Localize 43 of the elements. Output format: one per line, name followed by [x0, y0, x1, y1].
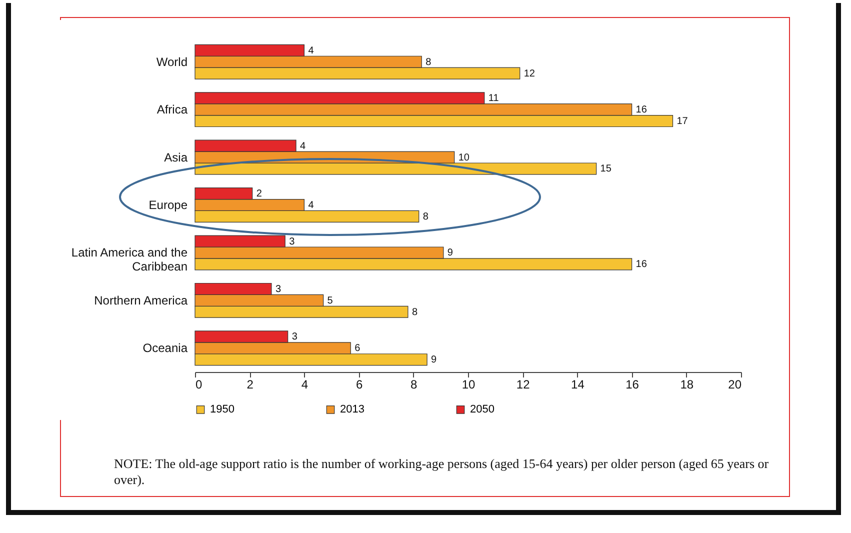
x-tick-label: 6 [356, 378, 363, 392]
legend-label: 1950 [210, 404, 234, 416]
data-label: 9 [447, 248, 454, 259]
y-tick-label: Africa [156, 102, 188, 117]
data-label: 2 [256, 188, 262, 200]
data-label: 8 [426, 56, 432, 68]
data-label: 4 [300, 140, 306, 152]
data-label: 3 [289, 236, 296, 248]
data-label: 4 [308, 45, 314, 56]
x-tick-label: 20 [728, 378, 742, 392]
text: NOTE: The old-age support ratio is the number of working-age persons (aged 15-64 years) per older person (aged 65 years or over). [114, 456, 770, 488]
data-label: 9 [431, 354, 438, 366]
data-label: 3 [292, 332, 298, 343]
y-tick-label: Oceania [142, 341, 188, 356]
y-tick-label: Asia [164, 150, 188, 164]
y-tick-label: Northern America [94, 293, 188, 308]
data-label: 11 [488, 93, 500, 104]
data-label: 12 [524, 68, 536, 80]
legend-label: 2013 [340, 404, 364, 416]
data-label: 8 [422, 211, 429, 222]
data-label: 6 [354, 343, 361, 354]
legend-label: 2050 [470, 404, 494, 416]
data-label: 4 [308, 200, 314, 211]
x-tick-label: 18 [680, 378, 694, 392]
y-tick-label: Latin America and the Caribbean [71, 246, 188, 274]
y-tick-label: Europe [148, 198, 188, 212]
x-tick-label: 0 [196, 378, 202, 392]
x-tick-label: 8 [410, 378, 418, 392]
data-label: 16 [636, 259, 648, 270]
x-tick-label: 16 [626, 378, 640, 392]
x-tick-label: 2 [246, 378, 254, 392]
x-tick-label: 12 [516, 378, 530, 392]
y-tick-label: World [156, 54, 188, 69]
data-label: 5 [327, 295, 334, 306]
x-tick-label: 14 [571, 378, 585, 392]
data-label: 8 [412, 306, 418, 318]
data-label: 16 [636, 104, 648, 116]
x-tick-label: 4 [301, 378, 308, 392]
data-label: 10 [458, 152, 470, 164]
data-label: 17 [676, 116, 688, 128]
data-label: 3 [275, 284, 282, 295]
x-tick-label: 10 [462, 378, 476, 392]
data-label: 15 [600, 164, 612, 175]
